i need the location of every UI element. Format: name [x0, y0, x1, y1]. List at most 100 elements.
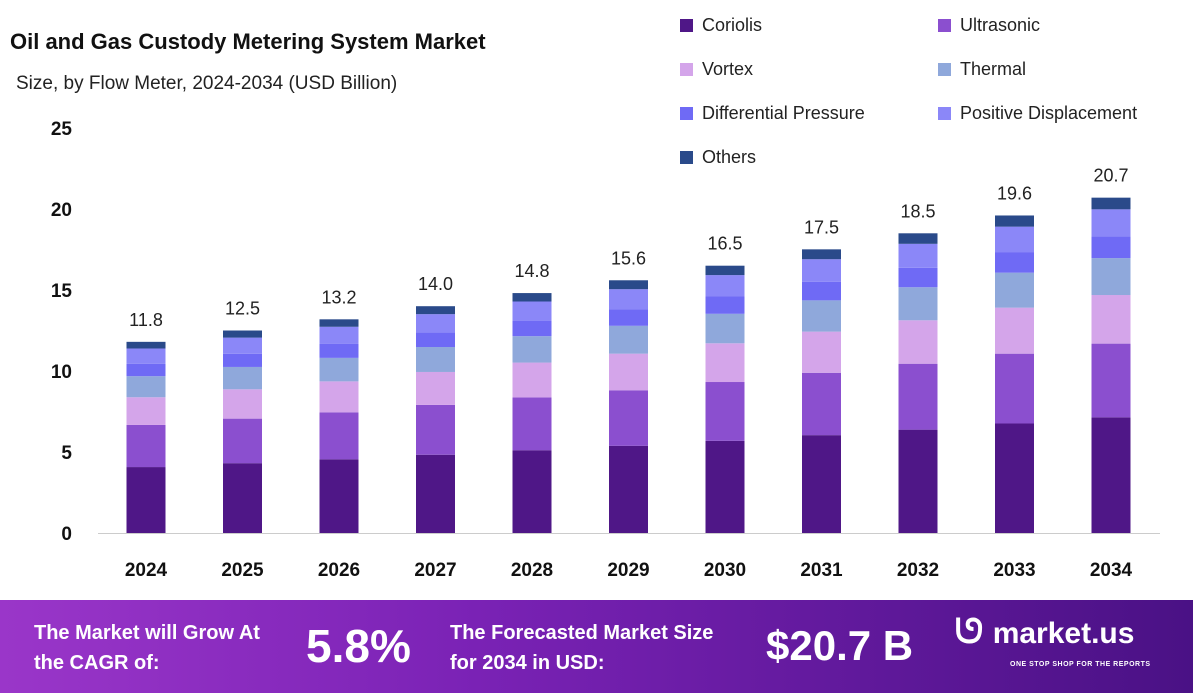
bar-segment-thermal — [705, 313, 745, 344]
total-data-label: 14.8 — [514, 261, 549, 281]
bar-segment-others — [609, 280, 648, 290]
total-data-label: 18.5 — [900, 201, 935, 221]
bar-segment-differential-pressure — [126, 363, 166, 377]
total-data-label: 16.5 — [707, 234, 742, 254]
legend-swatch — [938, 63, 951, 76]
bar-segment-positive-displacement — [995, 226, 1034, 253]
legend-label: Coriolis — [702, 15, 763, 35]
bar-segment-ultrasonic — [512, 397, 552, 451]
bar-segment-differential-pressure — [705, 296, 745, 314]
bar-segment-vortex — [995, 307, 1034, 354]
total-data-label: 17.5 — [804, 217, 839, 237]
bar-segment-thermal — [609, 325, 648, 354]
bar-segment-ultrasonic — [802, 372, 841, 436]
bar-segment-positive-displacement — [609, 289, 648, 310]
bar-segment-others — [995, 215, 1034, 227]
legend-label: Others — [702, 147, 757, 167]
legend-swatch — [938, 19, 951, 32]
logo-mark-icon: ᘎ — [955, 613, 984, 651]
x-tick-label: 2032 — [897, 560, 939, 581]
total-data-label: 20.7 — [1093, 166, 1128, 186]
bar-segment-coriolis — [609, 445, 648, 533]
legend-label: Positive Displacement — [960, 103, 1138, 123]
bar-segment-coriolis — [802, 435, 841, 533]
bar-segment-thermal — [802, 300, 841, 332]
bar-segment-thermal — [898, 287, 938, 321]
bar-segment-others — [512, 293, 552, 302]
x-tick-label: 2030 — [704, 560, 746, 581]
bar-segment-vortex — [319, 381, 359, 413]
bar-segment-others — [705, 265, 745, 276]
x-tick-label: 2027 — [414, 560, 456, 581]
bar-segment-ultrasonic — [1091, 343, 1131, 418]
bar-segment-differential-pressure — [1091, 236, 1131, 259]
bar-segment-positive-displacement — [512, 301, 552, 321]
bar-segment-others — [802, 249, 841, 260]
bar-segment-others — [1091, 197, 1131, 210]
forecast-value: $20.7 B — [766, 622, 914, 669]
bar-segment-differential-pressure — [609, 309, 648, 326]
x-tick-label: 2029 — [607, 560, 649, 581]
bar-segment-ultrasonic — [898, 363, 938, 430]
bar-segment-others — [319, 319, 359, 327]
bar-segment-ultrasonic — [319, 412, 359, 460]
bar-segment-ultrasonic — [223, 418, 262, 464]
bar-segment-differential-pressure — [802, 281, 841, 301]
bar-segment-differential-pressure — [995, 252, 1034, 273]
y-tick-label: 20 — [51, 200, 72, 221]
x-tick-label: 2034 — [1090, 560, 1133, 581]
bar-segment-positive-displacement — [802, 259, 841, 282]
legend-swatch — [680, 107, 693, 120]
bar-segment-differential-pressure — [512, 320, 552, 337]
y-tick-label: 5 — [61, 443, 72, 464]
chart-title: Oil and Gas Custody Metering System Mark… — [10, 29, 486, 54]
legend-label: Vortex — [702, 59, 754, 79]
bar-segment-vortex — [126, 397, 166, 425]
bar-segment-coriolis — [705, 440, 745, 533]
bar-segment-coriolis — [126, 467, 166, 533]
bar-segment-others — [223, 330, 262, 338]
x-tick-label: 2028 — [511, 560, 553, 581]
bar-segment-coriolis — [1091, 417, 1131, 533]
bar-segment-vortex — [223, 389, 262, 419]
legend-item: Vortex — [680, 58, 753, 80]
bar-segment-positive-displacement — [898, 243, 938, 268]
footer-banner: The Market will Grow At the CAGR of: 5.8… — [0, 600, 1193, 693]
legend-item: Positive Displacement — [938, 102, 1137, 124]
bar-segment-ultrasonic — [126, 424, 166, 468]
bar-segment-ultrasonic — [705, 382, 745, 441]
bar-segment-differential-pressure — [223, 353, 262, 367]
cagr-value: 5.8% — [306, 620, 411, 672]
bar-segment-vortex — [1091, 295, 1131, 344]
total-data-label: 13.2 — [321, 287, 356, 307]
bar-segment-vortex — [898, 320, 938, 364]
bar-segment-coriolis — [416, 454, 455, 533]
bar-segment-coriolis — [995, 423, 1034, 533]
bar-segment-positive-displacement — [1091, 209, 1131, 237]
bar-segment-thermal — [223, 366, 262, 390]
bar-segment-positive-displacement — [319, 326, 359, 344]
legend-item: Ultrasonic — [938, 14, 1040, 36]
bar-segment-differential-pressure — [319, 343, 359, 358]
legend-item: Coriolis — [680, 14, 762, 36]
bar-segment-ultrasonic — [609, 390, 648, 446]
legend-item: Others — [680, 146, 756, 168]
bar-segment-thermal — [995, 272, 1034, 308]
legend-item: Differential Pressure — [680, 102, 865, 124]
legend-label: Differential Pressure — [702, 103, 865, 123]
legend-label: Thermal — [960, 59, 1027, 79]
total-data-label: 11.8 — [129, 310, 163, 330]
bar-segment-others — [898, 233, 938, 244]
y-tick-label: 15 — [51, 281, 73, 302]
total-data-label: 14.0 — [418, 274, 453, 294]
bar-segment-vortex — [802, 331, 841, 373]
bar-segment-others — [416, 306, 455, 315]
bar-segment-positive-displacement — [416, 314, 455, 333]
x-tick-label: 2033 — [993, 560, 1035, 581]
bar-segment-thermal — [319, 357, 359, 382]
total-data-label: 12.5 — [225, 299, 260, 319]
bar-segment-coriolis — [512, 450, 552, 533]
x-tick-label: 2024 — [125, 560, 168, 581]
y-tick-label: 0 — [61, 524, 72, 545]
x-tick-label: 2026 — [318, 560, 360, 581]
